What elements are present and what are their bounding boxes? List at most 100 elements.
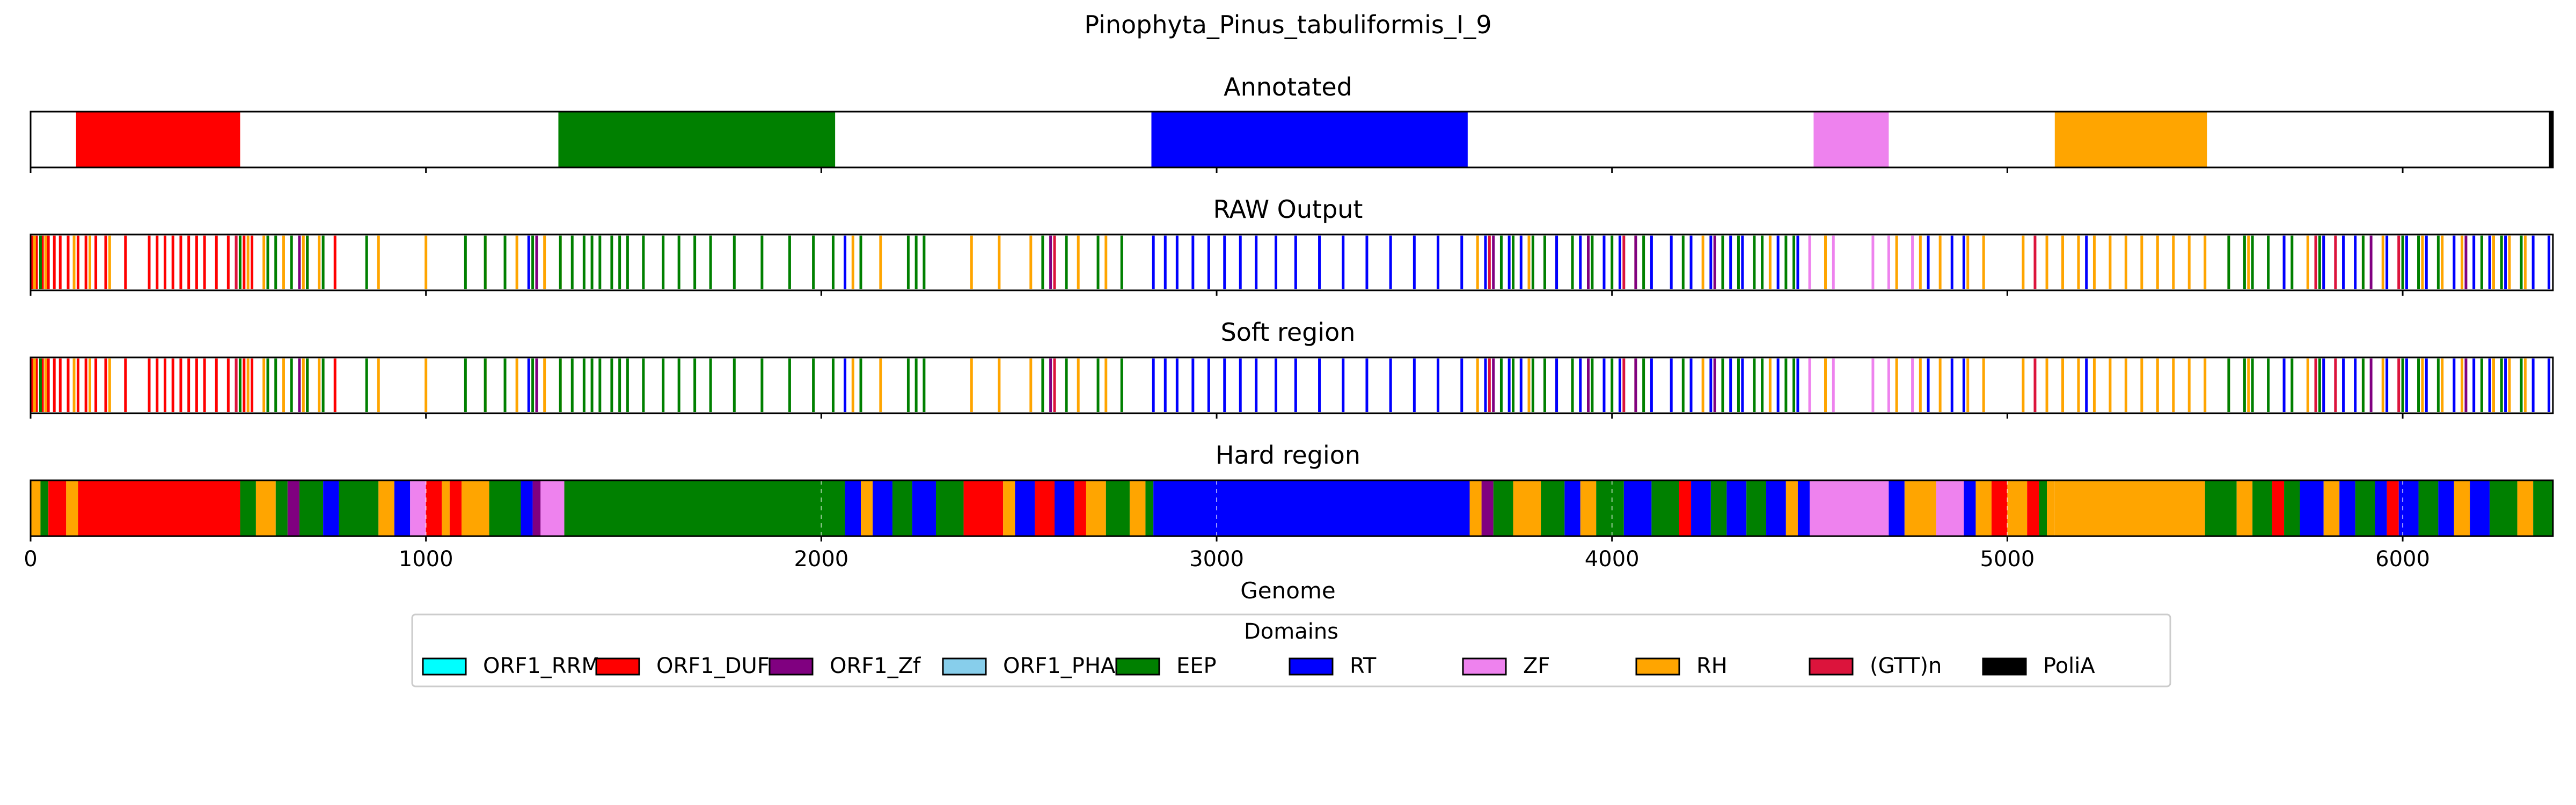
segment-eep xyxy=(489,480,521,536)
legend-swatch-gtt-n xyxy=(1809,657,1854,676)
segment-eep xyxy=(1746,480,1767,536)
segment-eep xyxy=(1145,480,1154,536)
segment-zf xyxy=(540,480,565,536)
segment-rt xyxy=(2438,480,2454,536)
segment-rt xyxy=(912,480,936,536)
x-tick-label: 1000 xyxy=(399,547,453,572)
segment-rh xyxy=(1785,480,1798,536)
segment-rh xyxy=(2007,480,2028,536)
segment-orf1-duf xyxy=(76,112,240,167)
segment-rh xyxy=(255,480,276,536)
segment-rh xyxy=(442,480,450,536)
legend-swatch-eep xyxy=(1115,657,1160,676)
soft-region-background xyxy=(31,357,2553,413)
segment-rt xyxy=(845,480,861,536)
legend-label-orf1-pha: ORF1_PHA xyxy=(1003,654,1116,678)
segment-eep xyxy=(40,480,49,536)
x-tick-label: 3000 xyxy=(1189,547,1244,572)
segment-rt xyxy=(394,480,411,536)
panel-title-raw-output: RAW Output xyxy=(1213,195,1363,224)
segment-orf1-duf xyxy=(1074,480,1086,536)
segment-rt xyxy=(1151,112,1468,167)
panel-title-hard-region: Hard region xyxy=(1216,441,1360,470)
segment-rh xyxy=(1086,480,1106,536)
segment-rh xyxy=(461,480,489,536)
x-tick-label: 6000 xyxy=(2375,547,2430,572)
segment-eep xyxy=(1541,480,1565,536)
segment-eep xyxy=(892,480,912,536)
segment-eep xyxy=(2284,480,2300,536)
segment-eep xyxy=(558,112,836,167)
legend-frame xyxy=(411,613,2171,687)
legend-title: Domains xyxy=(1244,619,1338,644)
segment-orf1-duf xyxy=(449,480,462,536)
segment-rt xyxy=(521,480,533,536)
legend: Domains ORF1_RRM ORF1_DUF ORF1_Zf ORF1_PHA E… xyxy=(411,613,2171,687)
segment-orf1-zf xyxy=(287,480,299,536)
segment-eep xyxy=(1596,480,1624,536)
segment-rt xyxy=(873,480,892,536)
legend-swatch-orf1-duf xyxy=(595,657,640,676)
segment-rh xyxy=(31,480,41,536)
segment-eep xyxy=(339,480,379,536)
segment-polia xyxy=(2549,112,2553,167)
segment-orf1-zf xyxy=(1481,480,1494,536)
segment-orf1-duf xyxy=(78,480,240,536)
segment-orf1-duf xyxy=(2272,480,2285,536)
legend-swatch-rt xyxy=(1289,657,1334,676)
segment-rt xyxy=(2339,480,2355,536)
hard-region-frame xyxy=(30,479,2554,537)
segment-rh xyxy=(66,480,78,536)
segment-rt xyxy=(1054,480,1074,536)
segment-rh xyxy=(861,480,873,536)
segment-eep xyxy=(1651,480,1679,536)
segment-orf1-duf xyxy=(2387,480,2399,536)
segment-rh xyxy=(1513,480,1541,536)
segment-rt xyxy=(1564,480,1580,536)
segment-eep xyxy=(275,480,288,536)
segment-rh xyxy=(378,480,394,536)
legend-swatch-orf1-rrm xyxy=(422,657,467,676)
panel-raw-output xyxy=(30,233,2554,296)
segment-zf xyxy=(1810,480,1889,536)
segment-orf1-zf xyxy=(532,480,541,536)
segment-orf1-duf xyxy=(1991,480,2008,536)
x-axis: 0 1000 2000 3000 4000 5000 6000 xyxy=(24,547,2430,572)
raw-output-frame xyxy=(30,233,2554,291)
segment-rh xyxy=(2236,480,2253,536)
segment-rh xyxy=(1003,480,1015,536)
segment-rh xyxy=(2323,480,2340,536)
legend-label-polia: PoliA xyxy=(2043,654,2095,678)
segment-rh xyxy=(2054,112,2207,167)
segment-rh xyxy=(2047,480,2055,536)
legend-label-orf1-rrm: ORF1_RRM xyxy=(483,654,600,678)
segment-orf1-duf xyxy=(2027,480,2039,536)
segment-orf1-duf xyxy=(963,480,1004,536)
legend-label-orf1-zf: ORF1_Zf xyxy=(830,654,921,678)
segment-eep xyxy=(2490,480,2518,536)
legend-label-orf1-duf: ORF1_DUF xyxy=(656,654,770,678)
legend-label-zf: ZF xyxy=(1523,654,1550,678)
segment-rh xyxy=(2054,480,2205,536)
segment-eep xyxy=(2533,480,2553,536)
x-axis-label: Genome xyxy=(1240,577,1335,604)
segment-rh xyxy=(1129,480,1146,536)
segment-rh xyxy=(2454,480,2470,536)
segment-zf xyxy=(1936,480,1964,536)
panel-hard-region xyxy=(30,479,2554,541)
segment-rt xyxy=(323,480,339,536)
segment-eep xyxy=(1710,480,1727,536)
segment-orf1-duf xyxy=(48,480,67,536)
raw-output-background xyxy=(31,235,2553,290)
segment-rt xyxy=(1623,480,1652,536)
segment-rh xyxy=(1469,480,1482,536)
segment-rt xyxy=(2300,480,2324,536)
legend-swatch-orf1-zf xyxy=(769,657,814,676)
legend-swatch-polia xyxy=(1982,657,2027,676)
segment-eep xyxy=(2355,480,2375,536)
legend-swatch-zf xyxy=(1462,657,1507,676)
x-tick-label: 2000 xyxy=(794,547,848,572)
legend-label-rt: RT xyxy=(1350,654,1377,678)
legend-swatch-rh xyxy=(1635,657,1680,676)
